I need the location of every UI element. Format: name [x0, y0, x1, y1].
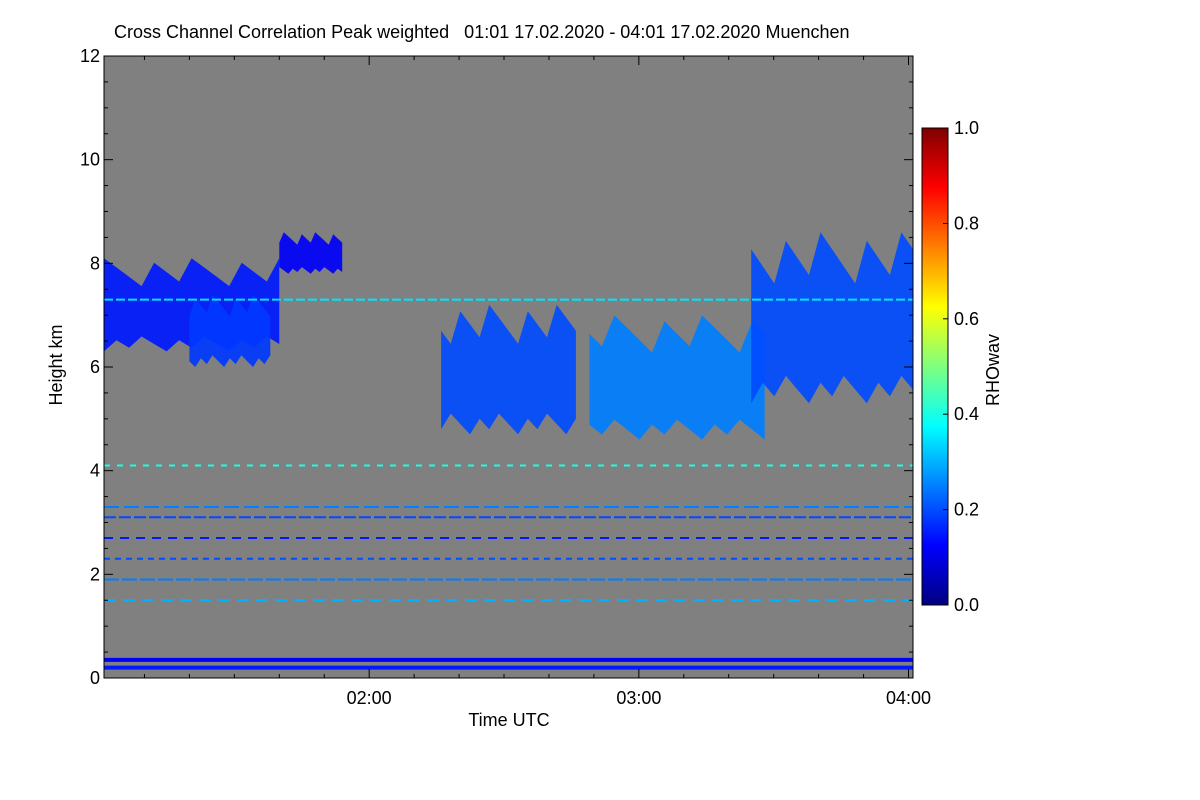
y-tick-label: 8	[90, 253, 100, 273]
colorbar-tick-label: 0.4	[954, 404, 979, 424]
y-axis-label: Height km	[46, 324, 66, 405]
cloud-region	[751, 232, 913, 404]
colorbar-tick-label: 0.8	[954, 213, 979, 233]
colorbar-label: RHOwav	[983, 334, 1003, 406]
x-axis-label: Time UTC	[468, 710, 549, 730]
colorbar-tick-label: 0.6	[954, 309, 979, 329]
y-tick-label: 12	[80, 46, 100, 66]
x-tick-label: 03:00	[616, 688, 661, 708]
cloud-regions	[104, 232, 913, 440]
y-tick-label: 0	[90, 668, 100, 688]
cloud-region	[441, 304, 576, 435]
horizontal-layers	[104, 298, 913, 670]
cloud-region	[189, 294, 271, 367]
y-tick-label: 10	[80, 150, 100, 170]
x-axis: 02:00 03:00 04:00	[143, 56, 931, 708]
x-tick-label: 04:00	[886, 688, 931, 708]
colorbar-tick-label: 0.2	[954, 500, 979, 520]
y-tick-label: 2	[90, 564, 100, 584]
colorbar-tick-label: 1.0	[954, 118, 979, 138]
x-tick-label: 02:00	[347, 688, 392, 708]
y-tick-label: 4	[90, 461, 100, 481]
cloud-region	[279, 232, 343, 274]
y-axis: 0 2 4 6 8 10 12	[80, 46, 913, 688]
chart-title: Cross Channel Correlation Peak weighted …	[114, 22, 850, 42]
cloud-region	[589, 315, 765, 440]
colorbar	[921, 127, 949, 606]
y-tick-label: 6	[90, 357, 100, 377]
colorbar-tick-label: 0.0	[954, 595, 979, 615]
colorbar-ticks: 0.0 0.2 0.4 0.6 0.8 1.0	[943, 118, 979, 615]
